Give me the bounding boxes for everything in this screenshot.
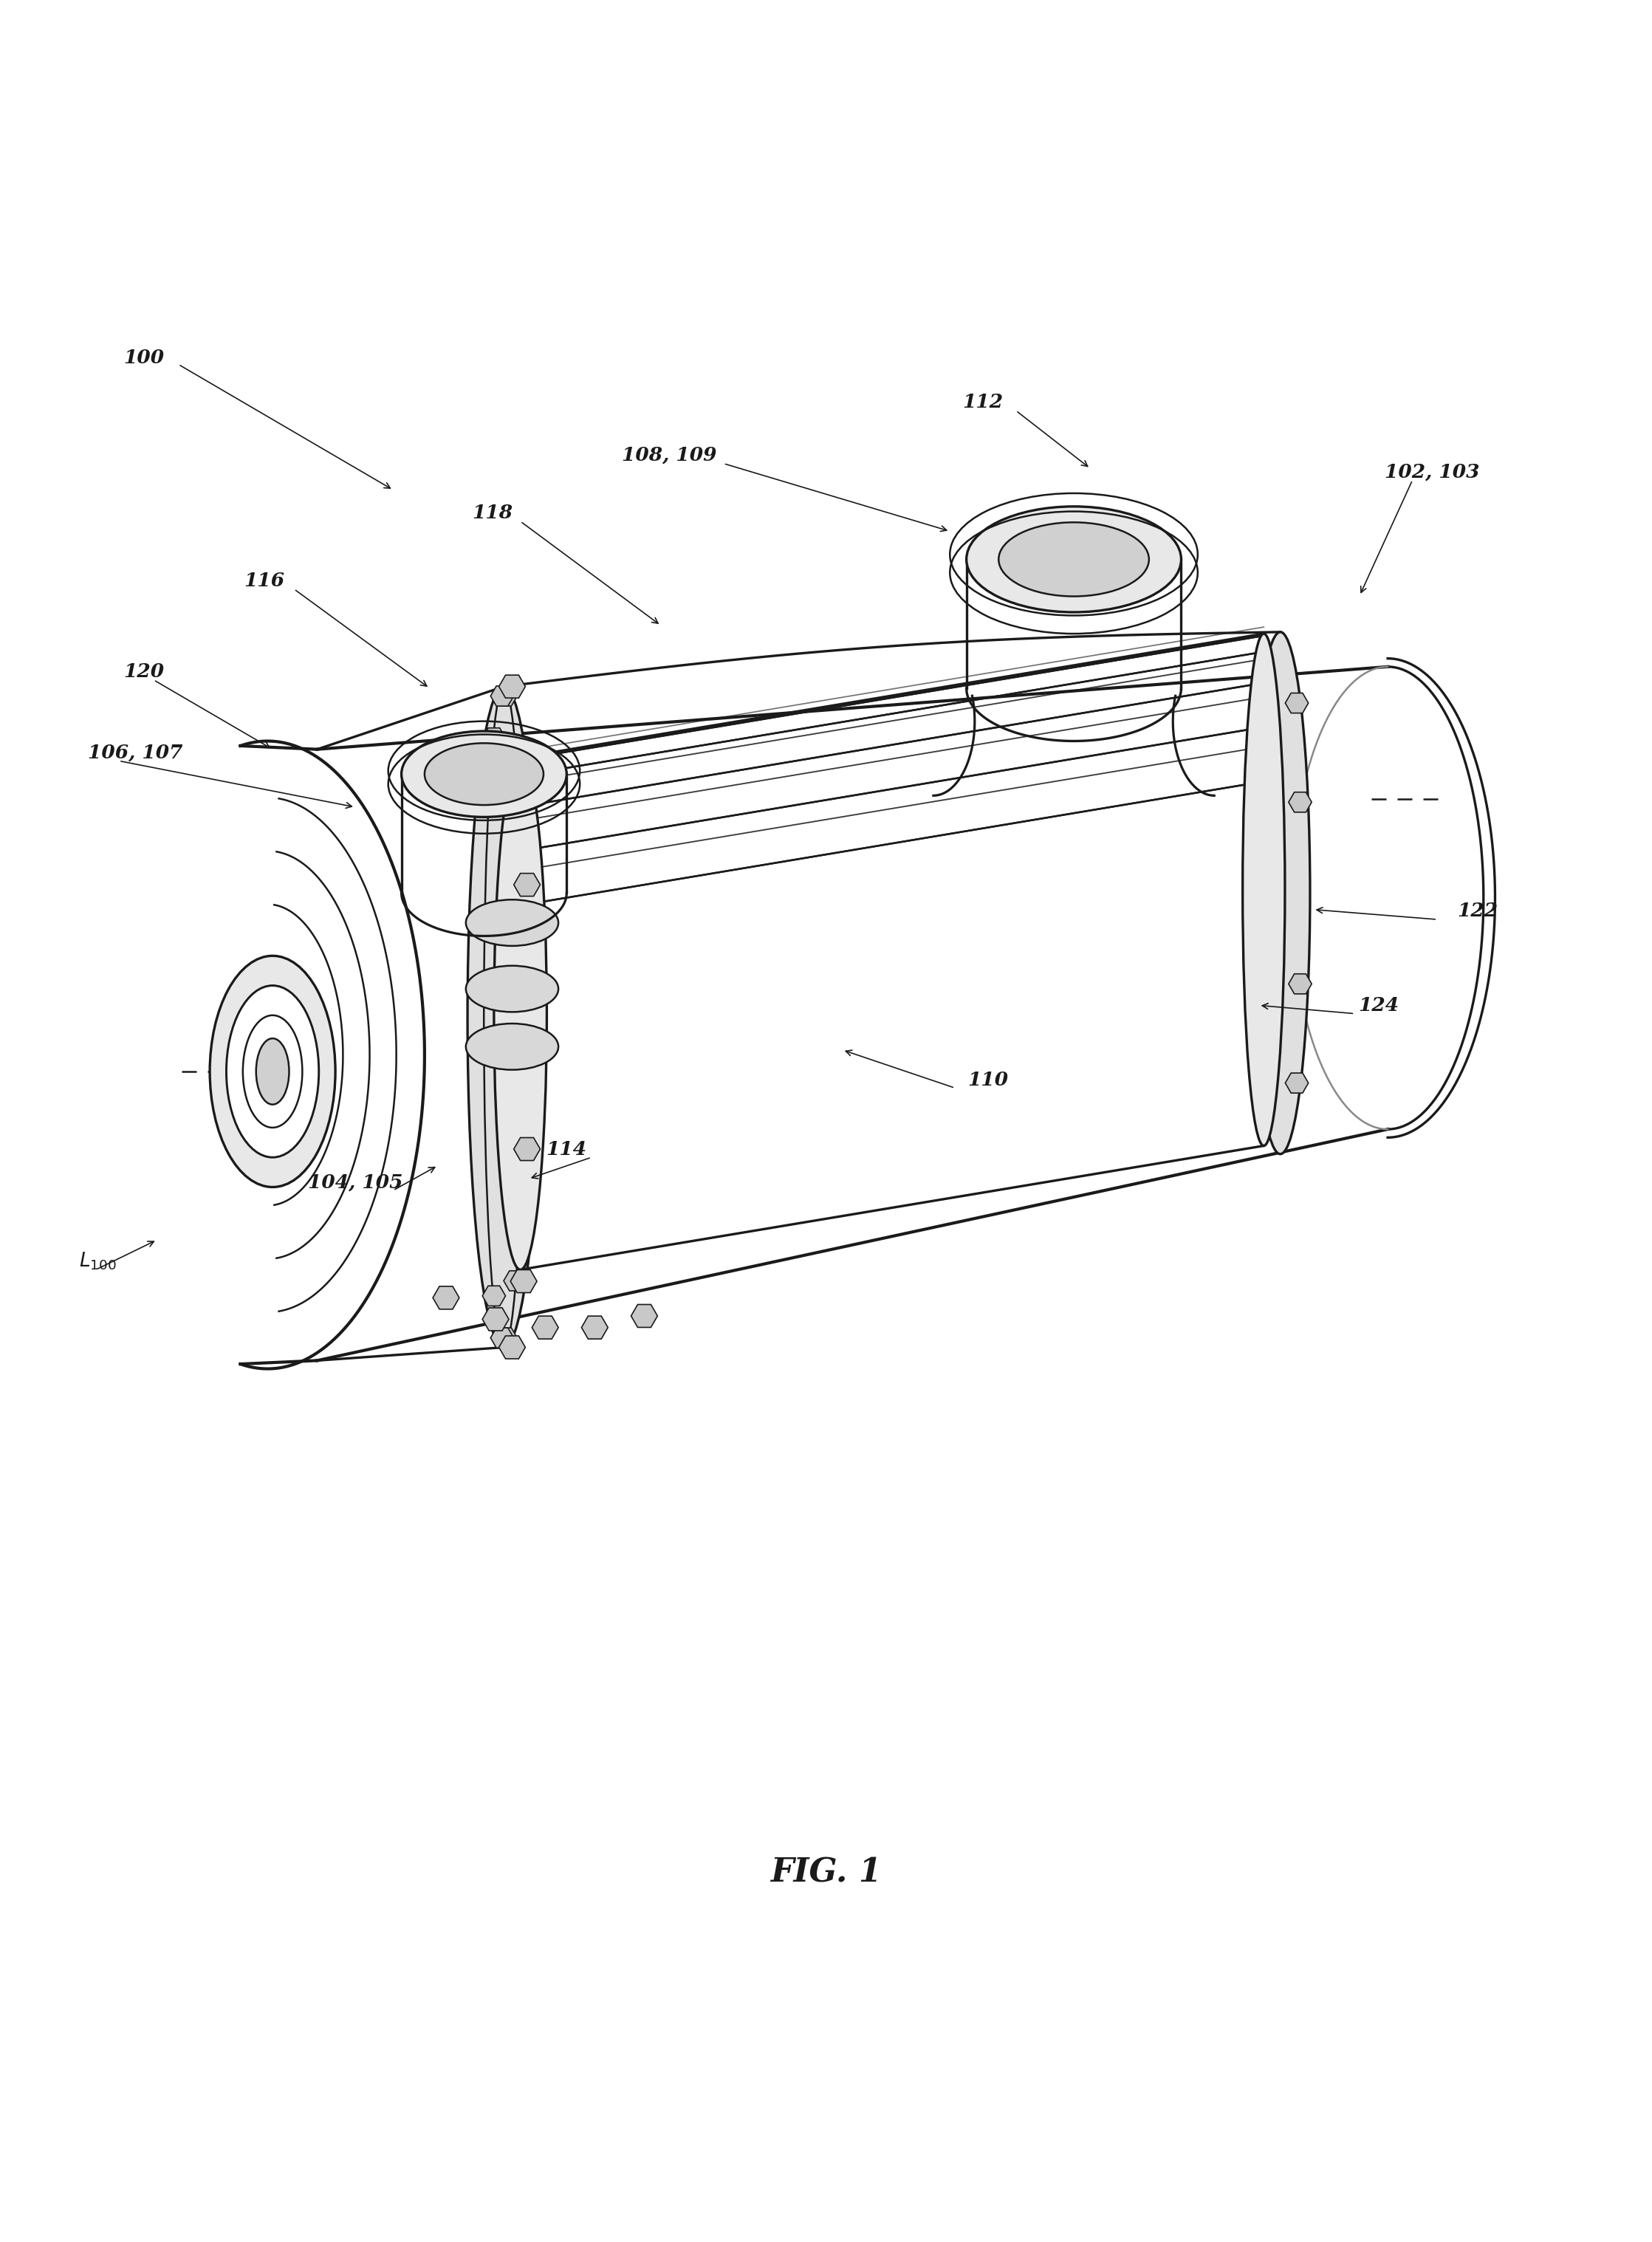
Text: 110: 110 xyxy=(968,1069,1008,1090)
Ellipse shape xyxy=(966,507,1181,612)
Ellipse shape xyxy=(425,742,544,805)
Polygon shape xyxy=(514,874,540,897)
Ellipse shape xyxy=(243,1016,302,1128)
Polygon shape xyxy=(499,1336,525,1359)
Polygon shape xyxy=(1289,973,1312,993)
Ellipse shape xyxy=(256,1038,289,1105)
Text: 102, 103: 102, 103 xyxy=(1384,462,1479,482)
Text: 106, 107: 106, 107 xyxy=(88,744,182,762)
Text: 114: 114 xyxy=(547,1139,586,1159)
Polygon shape xyxy=(532,1316,558,1338)
Text: 118: 118 xyxy=(472,504,512,522)
Polygon shape xyxy=(433,1287,459,1309)
Ellipse shape xyxy=(1251,632,1310,1155)
Text: 108, 109: 108, 109 xyxy=(621,446,717,464)
Ellipse shape xyxy=(401,731,567,816)
Polygon shape xyxy=(1289,791,1312,812)
Text: FIG. 1: FIG. 1 xyxy=(770,1856,882,1888)
Polygon shape xyxy=(494,686,517,706)
Text: 112: 112 xyxy=(963,392,1003,413)
Polygon shape xyxy=(494,1327,517,1347)
Ellipse shape xyxy=(466,966,558,1011)
Text: $L_{100}$: $L_{100}$ xyxy=(79,1251,117,1271)
Text: 122: 122 xyxy=(1457,901,1498,921)
Polygon shape xyxy=(631,1305,657,1327)
Text: 124: 124 xyxy=(1358,995,1399,1016)
Ellipse shape xyxy=(468,686,540,1347)
Ellipse shape xyxy=(466,899,558,946)
Polygon shape xyxy=(1285,693,1308,713)
Text: 116: 116 xyxy=(244,572,284,590)
Ellipse shape xyxy=(1242,634,1285,1146)
Ellipse shape xyxy=(210,955,335,1186)
Text: 100: 100 xyxy=(124,348,165,368)
Polygon shape xyxy=(482,1307,509,1332)
Polygon shape xyxy=(482,729,506,749)
Polygon shape xyxy=(510,742,537,765)
Polygon shape xyxy=(491,1327,514,1347)
Polygon shape xyxy=(510,1269,537,1294)
Polygon shape xyxy=(582,1316,608,1338)
Polygon shape xyxy=(482,1287,506,1305)
Polygon shape xyxy=(504,742,527,762)
Polygon shape xyxy=(504,1271,527,1291)
Text: 120: 120 xyxy=(124,661,165,682)
Polygon shape xyxy=(491,686,514,706)
Ellipse shape xyxy=(494,758,547,1269)
Ellipse shape xyxy=(998,522,1150,596)
Ellipse shape xyxy=(226,986,319,1157)
Polygon shape xyxy=(514,1137,540,1161)
Polygon shape xyxy=(499,675,525,697)
Polygon shape xyxy=(1285,1074,1308,1094)
Ellipse shape xyxy=(466,1025,558,1069)
Text: 104, 105: 104, 105 xyxy=(307,1173,403,1191)
